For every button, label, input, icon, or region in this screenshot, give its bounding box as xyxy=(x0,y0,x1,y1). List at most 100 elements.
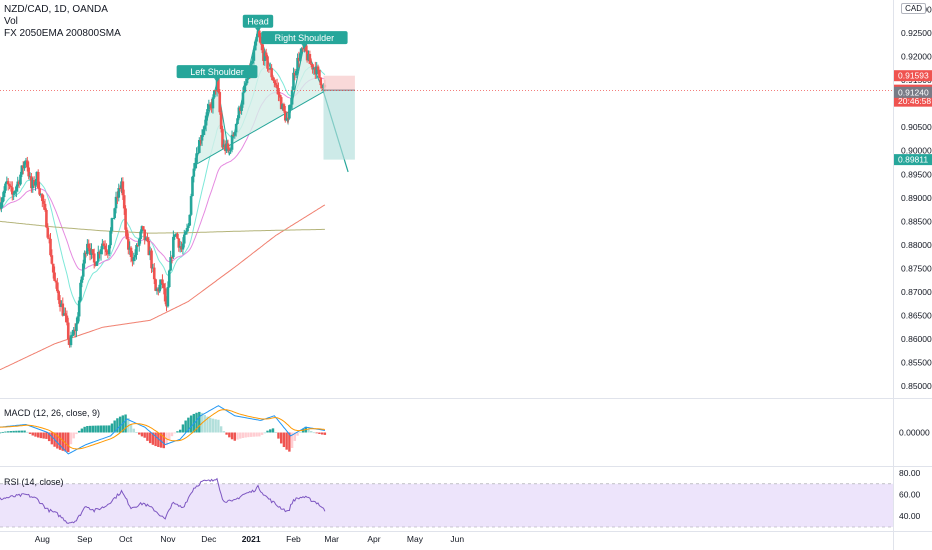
plot-area-bg xyxy=(0,0,893,531)
price-tick-label: 0.88000 xyxy=(901,240,932,250)
macd-histogram-bar xyxy=(47,432,51,442)
candle-body xyxy=(206,109,209,116)
candle-body xyxy=(275,84,279,88)
macd-histogram-bar xyxy=(50,432,54,445)
macd-histogram-bar xyxy=(94,425,97,433)
candle-body xyxy=(266,56,269,69)
candle-body xyxy=(35,172,39,182)
candle-body xyxy=(277,87,280,95)
macd-histogram-bar xyxy=(181,424,185,433)
candle-body xyxy=(307,53,310,61)
price-axis-tag-text: 0.91240 xyxy=(898,87,929,97)
candle-body xyxy=(34,181,37,186)
macd-histogram-bar xyxy=(252,432,256,437)
candle-body xyxy=(10,187,14,195)
time-tick-label: May xyxy=(407,534,424,544)
candle-body xyxy=(73,329,77,332)
macd-histogram-bar xyxy=(263,432,267,434)
candle-body xyxy=(305,51,309,61)
macd-histogram-bar xyxy=(56,432,59,449)
macd-histogram-bar xyxy=(241,432,245,439)
time-axis[interactable]: Aug Sep Oct Nov Dec 2021 Feb Mar Apr May Jun xyxy=(35,534,465,544)
macd-histogram-bar xyxy=(69,432,73,445)
moving-average-indicator-label[interactable]: FX 2050EMA 200800SMA xyxy=(4,28,121,39)
rsi-pane-title[interactable]: RSI (14, close) xyxy=(4,477,64,487)
macd-histogram-bar xyxy=(72,432,75,439)
macd-histogram-bar xyxy=(323,432,327,435)
rsi-line xyxy=(0,477,326,524)
candle-body xyxy=(233,132,237,136)
annotation-label: Left Shoulder xyxy=(190,67,244,77)
candle-body xyxy=(50,255,54,264)
chart-legend: NZD/CAD, 1D, OANDA Vol FX 2050EMA 200800… xyxy=(4,4,121,40)
candle-body xyxy=(204,115,208,126)
candle-body xyxy=(283,111,287,121)
macd-histogram-bar xyxy=(219,426,223,433)
candle-body xyxy=(176,233,179,239)
candle-body xyxy=(311,64,314,70)
macd-histogram-bar xyxy=(244,432,247,438)
price-axis[interactable]: 0.930000.925000.920000.915000.910000.905… xyxy=(899,4,932,521)
macd-histogram-bar xyxy=(301,428,305,433)
macd-histogram-bar xyxy=(77,430,81,433)
macd-histogram-bar xyxy=(124,414,127,433)
candle-body xyxy=(271,77,275,81)
price-tick-label: 0.87000 xyxy=(901,287,932,297)
macd-histogram-bar xyxy=(296,432,299,436)
candle-body xyxy=(9,185,13,188)
macd-histogram-bar xyxy=(132,428,135,433)
price-tick-label: 0.88500 xyxy=(901,216,932,226)
volume-indicator-label[interactable]: Vol xyxy=(4,16,18,27)
candle-body xyxy=(58,300,62,307)
macd-histogram-bar xyxy=(222,431,226,433)
macd-histogram-bar xyxy=(34,432,37,437)
candle-body xyxy=(142,226,145,230)
candle-body xyxy=(217,76,220,93)
candle-body xyxy=(264,52,268,57)
macd-histogram-bar xyxy=(187,417,190,433)
candle-body xyxy=(237,107,241,119)
short-position-tool[interactable] xyxy=(0,75,893,160)
candle-body xyxy=(27,167,30,177)
candle-body xyxy=(110,218,114,231)
candle-body xyxy=(69,335,73,346)
candle-body xyxy=(165,301,168,307)
candle-body xyxy=(21,165,25,169)
macd-histogram-bar xyxy=(42,432,45,439)
candle-body xyxy=(158,284,162,292)
macd-signal-line xyxy=(0,409,325,450)
candle-body xyxy=(24,160,28,162)
candle-body xyxy=(159,279,163,285)
symbol-title[interactable]: NZD/CAD, 1D, OANDA xyxy=(4,4,108,15)
macd-histogram-bar xyxy=(80,428,84,433)
macd-pane-title[interactable]: MACD (12, 26, close, 9) xyxy=(4,408,101,418)
candle-body xyxy=(32,180,36,186)
candle-body xyxy=(99,249,103,255)
candle-body xyxy=(38,188,41,195)
macd-histogram-bar xyxy=(274,432,277,433)
candle-body xyxy=(17,181,21,185)
macd-histogram-bar xyxy=(203,415,206,433)
macd-histogram-bar xyxy=(209,417,212,433)
time-tick-label: 2021 xyxy=(242,534,261,544)
macd-histogram-bar xyxy=(198,411,201,433)
candle-body xyxy=(196,152,200,154)
candle-body xyxy=(309,63,313,65)
candle-body xyxy=(162,283,166,289)
annotation-pointer xyxy=(301,44,308,49)
time-tick-label: Jun xyxy=(450,534,464,544)
candle-body xyxy=(146,237,149,242)
candle-body xyxy=(53,272,56,281)
macd-histogram-bar xyxy=(312,432,316,434)
candle-body xyxy=(76,316,80,324)
time-tick-label: Dec xyxy=(201,534,217,544)
macd-histogram-bar xyxy=(39,432,43,439)
currency-badge[interactable]: CAD xyxy=(901,3,926,14)
candle-body xyxy=(169,257,172,271)
macd-histogram-bar xyxy=(162,432,165,449)
candle-body xyxy=(137,239,141,246)
price-tick-label: 0.90000 xyxy=(901,146,932,156)
candle-body xyxy=(135,245,138,256)
